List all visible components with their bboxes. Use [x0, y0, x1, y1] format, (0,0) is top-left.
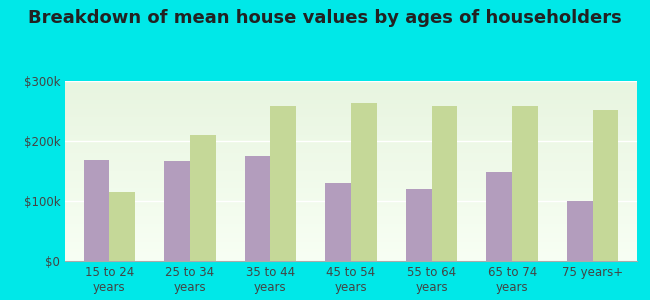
Bar [84, 160, 109, 261]
Bar [244, 156, 270, 261]
Bar [270, 106, 296, 261]
Bar [190, 135, 216, 261]
Bar [351, 103, 377, 261]
Bar [406, 189, 432, 261]
Text: Breakdown of mean house values by ages of householders: Breakdown of mean house values by ages o… [28, 9, 622, 27]
Bar [486, 172, 512, 261]
Bar [109, 192, 135, 261]
Bar [432, 106, 458, 261]
Bar [164, 161, 190, 261]
Bar [567, 201, 593, 261]
Bar [512, 106, 538, 261]
Bar [325, 183, 351, 261]
Bar [593, 110, 618, 261]
